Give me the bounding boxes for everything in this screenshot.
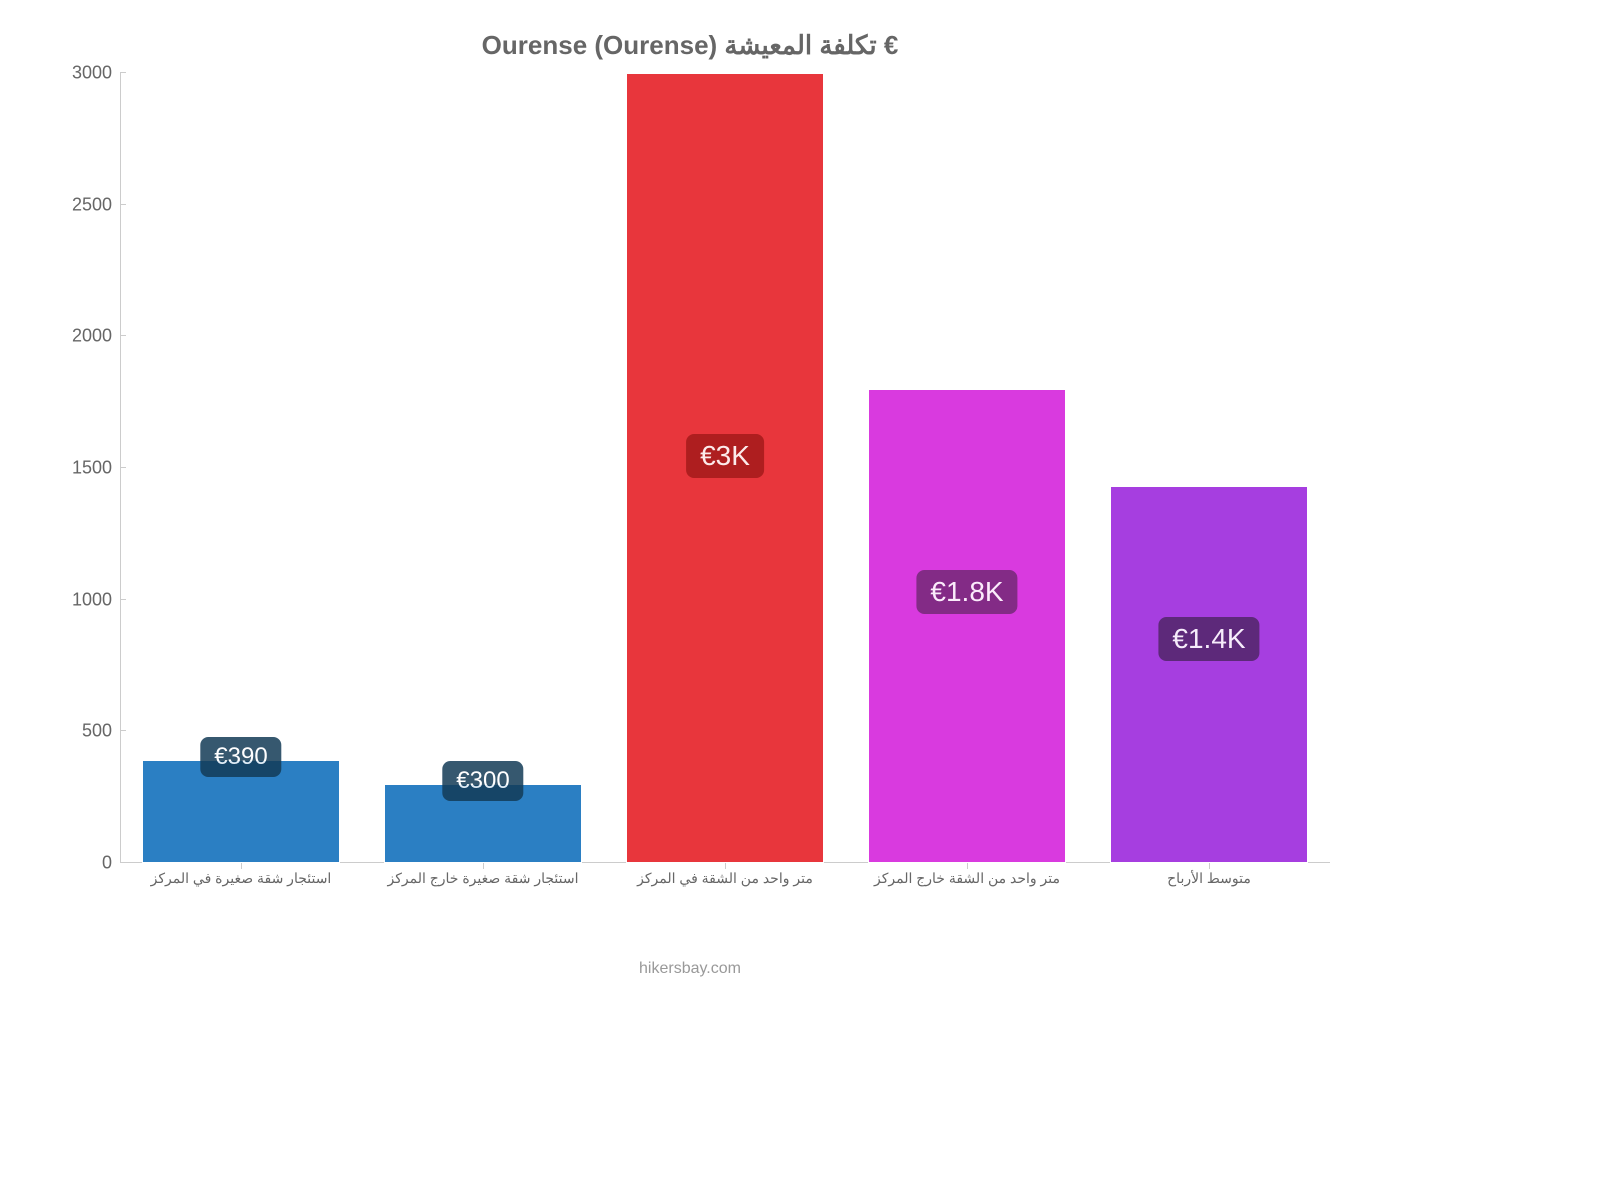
y-tick-label: 500 — [52, 721, 112, 742]
chart-title: Ourense (Ourense) تكلفة المعيشة € — [50, 30, 1330, 61]
x-axis-label: استئجار شقة صغيرة خارج المركز — [362, 870, 604, 887]
y-tick-label: 1500 — [52, 458, 112, 479]
y-tick-mark — [120, 730, 126, 731]
bar-slot: €390 — [120, 73, 362, 863]
bar: €390 — [142, 760, 340, 863]
bar-slot: €3K — [604, 73, 846, 863]
y-tick-mark — [120, 467, 126, 468]
bar: €300 — [384, 784, 582, 863]
y-tick-mark — [120, 204, 126, 205]
x-tick-mark — [483, 863, 484, 869]
bar: €1.8K — [868, 389, 1066, 863]
y-tick-label: 3000 — [52, 63, 112, 84]
bar: €1.4K — [1110, 486, 1308, 863]
y-tick-mark — [120, 335, 126, 336]
bars-container: €390 €300 €3K €1.8K €1.4K — [120, 73, 1330, 863]
y-tick-mark — [120, 599, 126, 600]
y-tick-label: 0 — [52, 853, 112, 874]
bar-slot: €1.4K — [1088, 73, 1330, 863]
bar-value-label: €1.4K — [1158, 617, 1259, 661]
x-axis-label: متر واحد من الشقة في المركز — [604, 870, 846, 887]
x-tick-mark — [725, 863, 726, 869]
chart-footer: hikersbay.com — [50, 960, 1330, 978]
bar-value-label: €300 — [442, 761, 523, 801]
bar-value-label: €3K — [686, 434, 764, 478]
x-axis-label: استئجار شقة صغيرة في المركز — [120, 870, 362, 887]
bar-value-label: €390 — [200, 737, 281, 777]
bar-slot: €1.8K — [846, 73, 1088, 863]
y-tick-mark — [120, 72, 126, 73]
x-tick-mark — [1209, 863, 1210, 869]
plot-area: 050010001500200025003000 €390€300€3K€1.8… — [50, 73, 1330, 863]
x-axis-label: متوسط الأرباح — [1088, 870, 1330, 887]
bar: €3K — [626, 73, 824, 863]
x-axis-labels: استئجار شقة صغيرة في المركزاستئجار شقة ص… — [120, 870, 1330, 887]
x-axis-label: متر واحد من الشقة خارج المركز — [846, 870, 1088, 887]
x-tick-mark — [967, 863, 968, 869]
y-tick-mark — [120, 862, 126, 863]
y-tick-label: 2000 — [52, 326, 112, 347]
y-tick-label: 1000 — [52, 589, 112, 610]
x-tick-mark — [241, 863, 242, 869]
y-axis: 050010001500200025003000 — [50, 73, 120, 863]
cost-of-living-chart: Ourense (Ourense) تكلفة المعيشة € 0 500 10… — [50, 30, 1330, 990]
bar-value-label: €1.8K — [916, 570, 1017, 614]
bar-slot: €300 — [362, 73, 604, 863]
y-tick-label: 2500 — [52, 194, 112, 215]
